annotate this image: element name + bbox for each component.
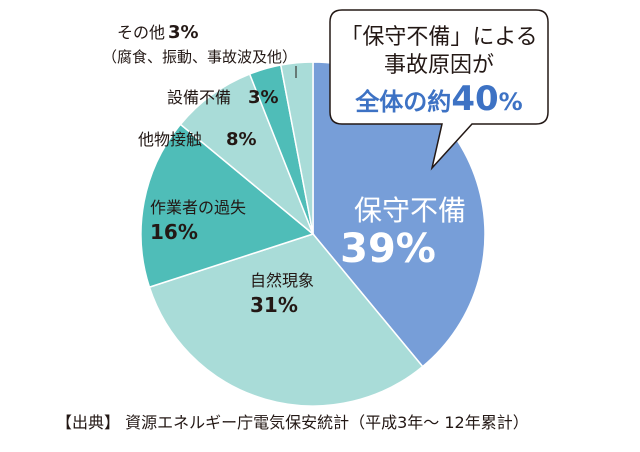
pie-slice-1 [148, 233, 424, 407]
callout-line3-unit: % [499, 88, 523, 116]
slice-value-sagyosha: 16% [150, 220, 198, 244]
callout-line2: 事故原因が [384, 53, 494, 78]
callout-line3-value: 40 [451, 79, 498, 119]
slice-label-sagyosha: 作業者の過失 [150, 198, 246, 217]
pie-slice-5 [279, 61, 314, 235]
slice-label-hoshu: 保守不備 [354, 194, 466, 227]
slice-label-setsubi: 設備不備 [167, 88, 231, 107]
pie-slice-2 [140, 123, 315, 289]
slice-value-tabutsu: 8% [226, 129, 257, 150]
callout-line3-prefix: 全体の約 [354, 88, 451, 116]
slice-value-setsubi: 3% [248, 87, 279, 108]
slice-label-tabutsu: 他物接触 [138, 130, 202, 149]
slice-label-sonota: その他 [117, 23, 165, 42]
slice-value-sonota: 3% [168, 22, 199, 43]
slice-value-shizen: 31% [250, 293, 298, 317]
source-note: 【出典】 資源エネルギー庁電気保安統計（平成3年〜 12年累計） [56, 413, 529, 432]
callout-line3: 全体の約40% [354, 79, 522, 119]
callout-bubble: 「保守不備」による 事故原因が 全体の約40% [329, 9, 549, 171]
slice-sublabel-sonota: （腐食、振動、事故波及他） [102, 48, 297, 66]
callout-line1: 「保守不備」による [340, 25, 537, 50]
slice-label-shizen: 自然現象 [250, 271, 314, 290]
callout-shape [329, 9, 549, 171]
slice-value-hoshu: 39% [340, 226, 436, 272]
